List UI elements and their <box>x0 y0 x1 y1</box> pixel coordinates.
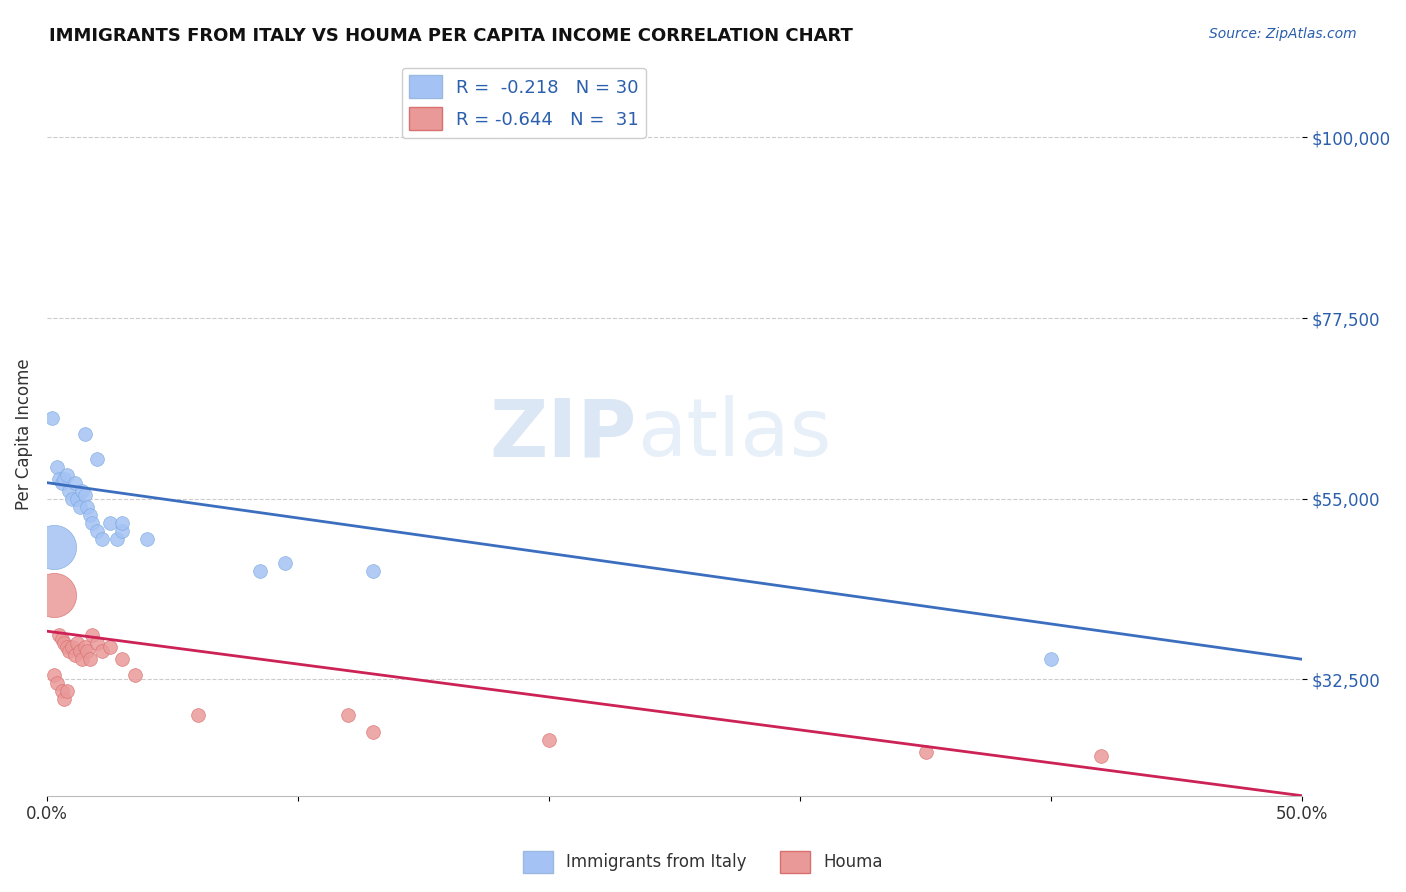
Point <box>60 640 83 655</box>
Point <box>79 652 101 666</box>
Point <box>51 632 73 647</box>
Point <box>337 708 360 723</box>
Point <box>80 628 103 642</box>
Point <box>53 472 76 486</box>
Point <box>44 588 66 602</box>
Point <box>111 524 134 538</box>
Point <box>361 564 384 578</box>
Point <box>56 467 79 482</box>
Point <box>86 451 108 466</box>
Text: IMMIGRANTS FROM ITALY VS HOUMA PER CAPITA INCOME CORRELATION CHART: IMMIGRANTS FROM ITALY VS HOUMA PER CAPIT… <box>49 27 853 45</box>
Point <box>79 508 101 522</box>
Point <box>41 411 63 425</box>
Point <box>51 475 73 490</box>
Point <box>58 644 80 658</box>
Point <box>69 500 91 514</box>
Text: atlas: atlas <box>637 395 831 474</box>
Point <box>44 540 66 554</box>
Point <box>91 532 114 546</box>
Point <box>56 640 79 655</box>
Point <box>361 724 384 739</box>
Point <box>45 459 67 474</box>
Y-axis label: Per Capita Income: Per Capita Income <box>15 359 32 510</box>
Point <box>136 532 159 546</box>
Point <box>80 516 103 530</box>
Point <box>63 475 86 490</box>
Point <box>48 472 70 486</box>
Legend: Immigrants from Italy, Houma: Immigrants from Italy, Houma <box>516 845 890 880</box>
Point <box>53 636 76 650</box>
Point <box>124 668 146 682</box>
Point <box>105 532 128 546</box>
Point <box>73 488 96 502</box>
Point <box>58 483 80 498</box>
Point <box>111 516 134 530</box>
Point <box>63 648 86 663</box>
Legend: R =  -0.218   N = 30, R = -0.644   N =  31: R = -0.218 N = 30, R = -0.644 N = 31 <box>402 68 645 137</box>
Point <box>76 500 98 514</box>
Point <box>76 644 98 658</box>
Point <box>274 556 297 570</box>
Point <box>186 708 208 723</box>
Point <box>537 732 560 747</box>
Point <box>48 628 70 642</box>
Point <box>98 516 121 530</box>
Point <box>73 427 96 442</box>
Point <box>914 745 936 759</box>
Point <box>73 640 96 655</box>
Text: ZIP: ZIP <box>489 395 637 474</box>
Point <box>45 676 67 690</box>
Point <box>70 483 93 498</box>
Point <box>249 564 271 578</box>
Point <box>51 684 73 698</box>
Point <box>66 636 89 650</box>
Point <box>53 692 76 706</box>
Point <box>1040 652 1063 666</box>
Point <box>60 491 83 506</box>
Point <box>66 491 89 506</box>
Point <box>98 640 121 655</box>
Point <box>1090 748 1112 763</box>
Point <box>56 684 79 698</box>
Point <box>91 644 114 658</box>
Point <box>86 524 108 538</box>
Point <box>70 652 93 666</box>
Point <box>69 644 91 658</box>
Point <box>86 636 108 650</box>
Text: Source: ZipAtlas.com: Source: ZipAtlas.com <box>1209 27 1357 41</box>
Point <box>111 652 134 666</box>
Point <box>44 668 66 682</box>
